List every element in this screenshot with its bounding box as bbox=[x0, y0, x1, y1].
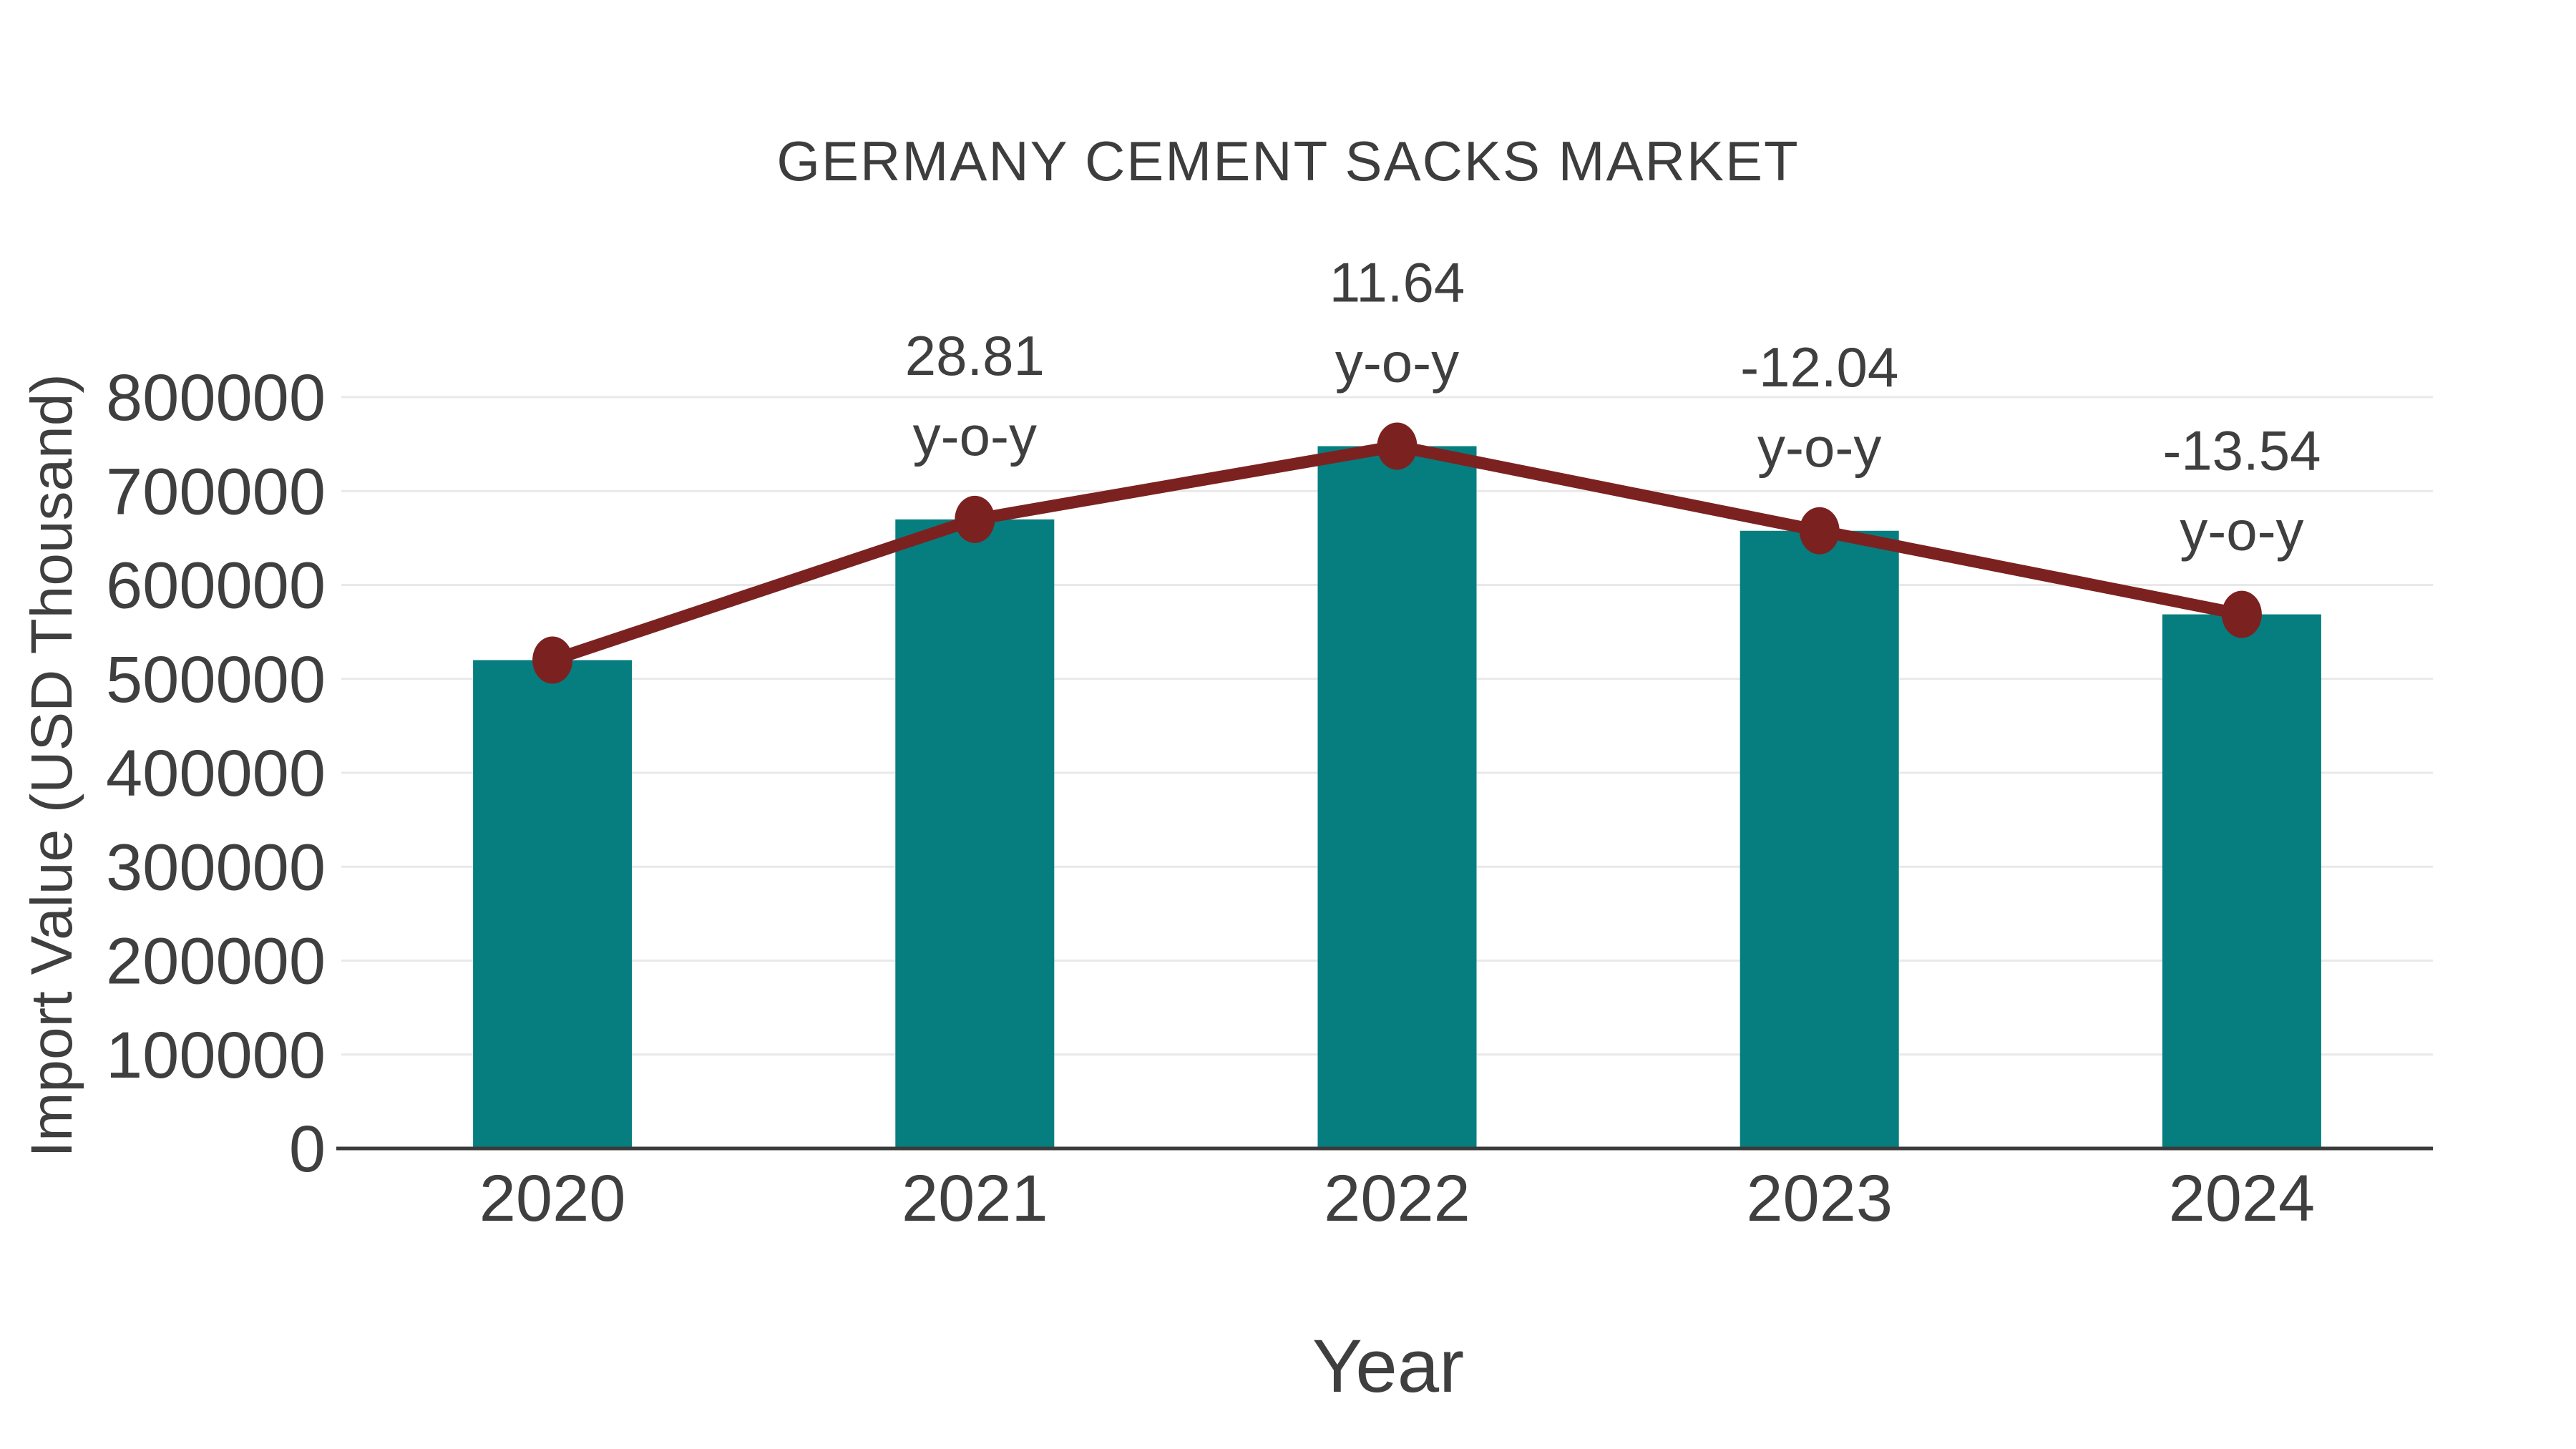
bar-2022 bbox=[1317, 446, 1477, 1148]
annotation-suffix-2023: y-o-y bbox=[1757, 416, 1881, 479]
chart-title: GERMANY CEMENT SACKS MARKET bbox=[776, 130, 1799, 192]
gridline-layer: 0 100000 200000 300000 400000 500000 600000 700… bbox=[106, 361, 2433, 1186]
bar-2020 bbox=[473, 660, 633, 1148]
annotation-suffix-2021: y-o-y bbox=[913, 404, 1037, 467]
marker-2024 bbox=[2221, 590, 2262, 638]
bar-2023 bbox=[1740, 530, 1899, 1148]
annotation-layer: 28.81 y-o-y 11.64 y-o-y -12.04 y-o-y -13.54 y-o… bbox=[905, 251, 2321, 562]
annotation-value-2021: 28.81 bbox=[905, 324, 1045, 387]
axis-layer: 2020 2021 2022 2023 2024 bbox=[336, 1146, 2433, 1235]
y-tick-label-600000: 600000 bbox=[106, 550, 326, 623]
marker-2021 bbox=[955, 495, 995, 543]
y-tick-label-0: 0 bbox=[289, 1113, 326, 1186]
x-tick-label-2024: 2024 bbox=[2169, 1162, 2316, 1235]
x-tick-label-2023: 2023 bbox=[1746, 1162, 1893, 1235]
annotation-value-2023: -12.04 bbox=[1740, 336, 1898, 399]
y-tick-label-400000: 400000 bbox=[106, 737, 326, 810]
annotation-suffix-2022: y-o-y bbox=[1335, 331, 1459, 394]
y-tick-label-300000: 300000 bbox=[106, 831, 326, 904]
x-axis-title: Year bbox=[1312, 1324, 1464, 1408]
y-tick-label-200000: 200000 bbox=[106, 925, 326, 998]
bar-2021 bbox=[895, 519, 1055, 1148]
y-tick-label-700000: 700000 bbox=[106, 455, 326, 528]
y-tick-label-500000: 500000 bbox=[106, 643, 326, 716]
y-tick-label-800000: 800000 bbox=[106, 361, 326, 434]
line-series-layer bbox=[532, 422, 2262, 684]
annotation-value-2022: 11.64 bbox=[1330, 251, 1465, 314]
bar-series-layer bbox=[473, 446, 2321, 1148]
x-tick-label-2021: 2021 bbox=[902, 1162, 1048, 1235]
x-tick-label-2022: 2022 bbox=[1324, 1162, 1470, 1235]
x-tick-label-2020: 2020 bbox=[479, 1162, 626, 1235]
marker-2022 bbox=[1377, 422, 1418, 470]
annotation-suffix-2024: y-o-y bbox=[2180, 499, 2303, 562]
y-axis-title: Import Value (USD Thousand) bbox=[19, 374, 84, 1157]
marker-2023 bbox=[1799, 507, 1840, 555]
bar-2024 bbox=[2162, 614, 2321, 1148]
annotation-value-2024: -13.54 bbox=[2162, 419, 2321, 482]
marker-2020 bbox=[532, 636, 573, 684]
y-tick-label-100000: 100000 bbox=[106, 1019, 326, 1092]
